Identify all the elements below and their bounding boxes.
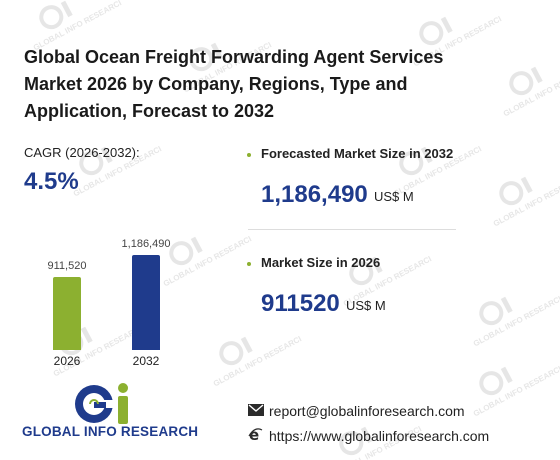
divider — [248, 229, 456, 230]
watermark: GLOBAL INFO RESEARCH — [476, 149, 560, 231]
watermark: GLOBAL INFO RESEARCH — [146, 209, 254, 291]
bar-2032 — [132, 255, 160, 350]
forecast-value: 1,186,490 — [261, 181, 368, 208]
logo — [72, 380, 138, 431]
svg-text:GLOBAL INFO RESEARCH: GLOBAL INFO RESEARCH — [212, 332, 304, 388]
bar-value-label: 911,520 — [47, 260, 87, 272]
bar-value-label: 1,186,490 — [121, 238, 171, 250]
logo-text: GLOBAL INFO RESEARCH — [22, 424, 199, 439]
bar-category-label: 2032 — [132, 354, 160, 368]
current-label: Market Size in 2026 — [261, 255, 381, 270]
bullet-icon — [247, 262, 251, 266]
svg-text:GLOBAL INFO RESEARCH: GLOBAL INFO RESEARCH — [472, 292, 560, 348]
watermark: GLOBAL INFO RESEARCH — [456, 269, 560, 351]
svg-text:GLOBAL INFO RESEARCH: GLOBAL INFO RESEARCH — [502, 62, 560, 118]
current-value: 911520 — [261, 290, 340, 317]
forecast-unit: US$ M — [374, 189, 414, 204]
watermark: GLOBAL INFO RESEARCH — [456, 339, 560, 421]
watermark: GLOBAL INFO RESEARCH — [486, 39, 560, 121]
current-unit: US$ M — [346, 298, 386, 313]
cagr-label: CAGR (2026-2032): — [24, 145, 140, 160]
forecast-label: Forecasted Market Size in 2032 — [261, 146, 454, 161]
bullet-icon — [247, 153, 251, 157]
svg-text:GLOBAL INFO RESEARCH: GLOBAL INFO RESEARCH — [472, 362, 560, 418]
svg-text:e: e — [249, 427, 259, 442]
cagr-value: 4.5% — [24, 168, 79, 195]
website-link[interactable]: https://www.globalinforesearch.com — [269, 428, 490, 444]
logo-mark-icon — [75, 383, 128, 424]
envelope-icon — [248, 404, 264, 416]
page-title: Global Ocean Freight Forwarding Agent Se… — [24, 47, 444, 121]
svg-text:GLOBAL INFO RESEARCH: GLOBAL INFO RESEARCH — [492, 172, 560, 228]
watermark: GLOBAL INFO RESEARCH — [196, 309, 304, 391]
internet-explorer-icon: e — [248, 427, 263, 442]
email-link[interactable]: report@globalinforesearch.com — [269, 403, 465, 419]
bar-2026 — [53, 277, 81, 350]
bar-category-label: 2026 — [53, 354, 81, 368]
